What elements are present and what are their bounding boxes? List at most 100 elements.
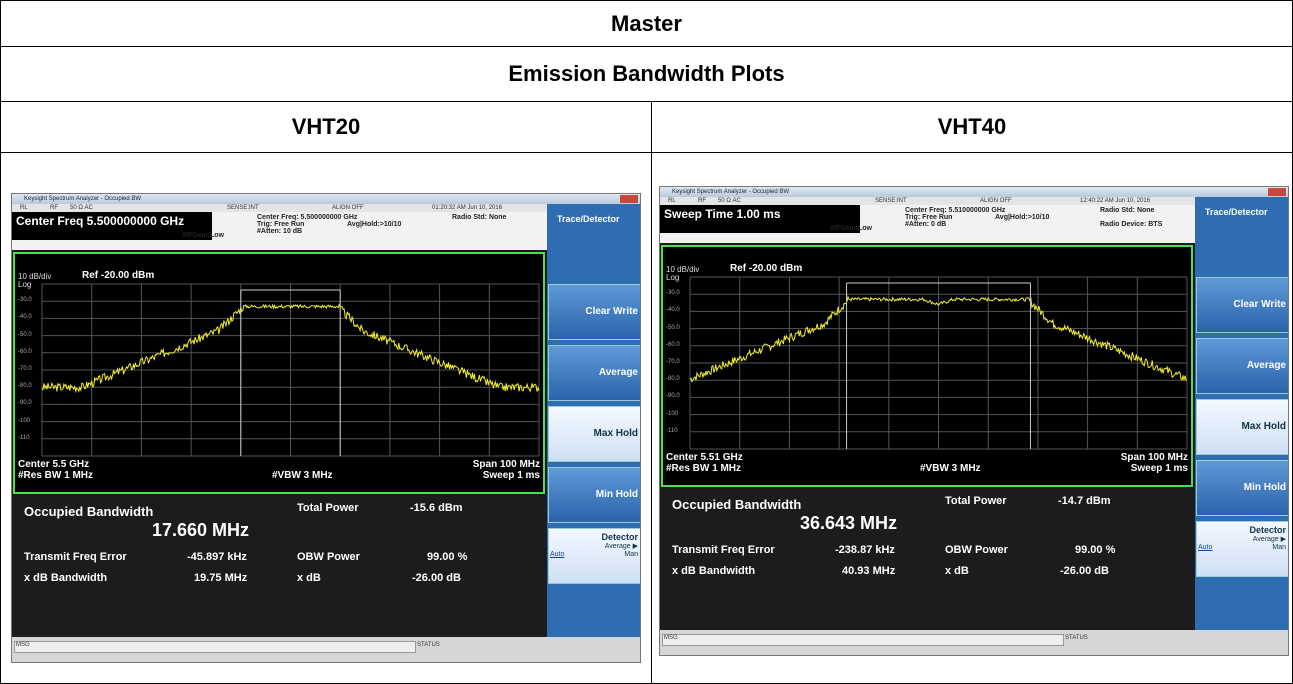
plot-log: Log <box>18 280 32 289</box>
result-value: -45.897 kHz <box>187 551 247 563</box>
menu-button <box>548 284 640 340</box>
menu-button <box>1196 338 1288 394</box>
plot-log: Log <box>666 273 680 282</box>
col-head: VHT40 <box>651 101 1293 153</box>
y-label: -70.0 <box>18 366 32 372</box>
footer-status: STATUS <box>1065 635 1088 641</box>
col-label: VHT20 <box>291 114 361 139</box>
col-head: VHT20 <box>0 101 652 153</box>
result-value: -15.6 dBm <box>410 502 463 514</box>
status-bar <box>660 197 1195 205</box>
y-label: -60.0 <box>666 341 680 348</box>
y-label: -80.0 <box>666 376 680 383</box>
y-label: -100 <box>666 410 679 417</box>
y-label: -110 <box>666 427 678 434</box>
result-value: 99.00 % <box>1075 544 1116 556</box>
menu-label: Average ▶ <box>604 543 638 550</box>
result-label: Total Power <box>945 495 1007 507</box>
result-value: 36.643 MHz <box>800 513 898 533</box>
info-text: Avg|Hold:>10/10 <box>347 221 402 228</box>
active-field <box>12 212 212 240</box>
footer-box <box>662 634 1064 646</box>
trace <box>41 303 540 394</box>
plot <box>689 276 1188 450</box>
status-item: ALIGN OFF <box>980 198 1012 204</box>
status-item: ALIGN OFF <box>332 205 364 211</box>
status-item: SENSE:INT <box>875 198 907 204</box>
status-item: SENSE:INT <box>227 205 259 211</box>
y-label: -30.0 <box>18 297 32 304</box>
info-text: #Atten: 0 dB <box>905 221 947 228</box>
result-label: OBW Power <box>297 551 360 563</box>
y-label: -60.0 <box>18 348 32 355</box>
result-label: x dB Bandwidth <box>672 565 756 577</box>
y-label: -70.0 <box>666 359 680 365</box>
info-text: Radio Std: None <box>1100 207 1155 214</box>
plot-scale: 10 dB/div <box>666 265 700 274</box>
active-field <box>660 205 860 233</box>
info-text: Trig: Free Run <box>905 214 953 221</box>
screenshot: Keysight Spectrum Analyzer - Occupied BW… <box>11 193 641 663</box>
footer-msg: MSG <box>16 642 30 648</box>
plot-frame <box>13 252 545 494</box>
window-bar <box>12 194 640 204</box>
menu-label: Auto <box>550 551 565 558</box>
info-text: #IFGain:Low <box>830 225 872 232</box>
status-item: RF <box>50 205 58 211</box>
status-bar <box>12 204 547 212</box>
menu-button-label: Clear Write <box>585 306 638 317</box>
plot-res-bw: #Res BW 1 MHz <box>18 470 94 481</box>
menu-button-label: Max Hold <box>1241 421 1286 432</box>
result-value: -26.00 dB <box>412 572 461 584</box>
info-text: Trig: Free Run <box>257 221 305 228</box>
window-title: Keysight Spectrum Analyzer - Occupied BW <box>672 189 790 195</box>
window-bar <box>660 187 1288 197</box>
menu-button <box>548 528 640 584</box>
title: Master <box>611 10 682 36</box>
plot-span: Span 100 MHz <box>472 459 540 470</box>
window-title: Keysight Spectrum Analyzer - Occupied BW <box>24 196 142 202</box>
menu-button <box>548 467 640 523</box>
result-label: Transmit Freq Error <box>24 551 127 563</box>
menu-button-label: Average <box>1246 360 1286 371</box>
y-label: -50.0 <box>666 324 680 331</box>
screenshot: Keysight Spectrum Analyzer - Occupied BW… <box>659 186 1289 656</box>
menu-label: Man <box>1272 544 1286 551</box>
menu-button-label: Clear Write <box>1233 299 1286 310</box>
info-text: Radio Device: BTS <box>1100 221 1163 228</box>
status-item: 50 Ω AC <box>718 198 741 204</box>
plot-vbw: #VBW 3 MHz <box>920 463 981 474</box>
info-text: #Atten: 10 dB <box>257 228 303 235</box>
status-item: 12:40:22 AM Jun 10, 2016 <box>1080 198 1151 204</box>
result-value: -238.87 kHz <box>835 544 895 556</box>
result-value: 99.00 % <box>427 551 468 563</box>
menu-title: Trace/Detector <box>1205 207 1268 217</box>
info-text: Center Freq: 5.500000000 GHz <box>257 214 358 221</box>
status-item: RL <box>20 205 28 211</box>
window-close <box>620 195 638 203</box>
y-label: -110 <box>18 434 30 441</box>
menu-button-label: Min Hold <box>1243 482 1286 493</box>
result-label: x dB <box>945 565 969 577</box>
plot-sweep: Sweep 1 ms <box>482 470 540 481</box>
result-value: -26.00 dB <box>1060 565 1109 577</box>
info-text: Center Freq: 5.510000000 GHz <box>905 207 1006 214</box>
status-item: RF <box>698 198 706 204</box>
y-label: -90.0 <box>18 400 32 407</box>
plot-center: Center 5.51 GHz <box>666 452 743 463</box>
window-close <box>1268 188 1286 196</box>
plot-center: Center 5.5 GHz <box>18 459 90 470</box>
footer-box <box>14 641 416 653</box>
menu-button-label: Average <box>598 367 638 378</box>
plot-frame <box>661 245 1193 487</box>
title-cell: Master <box>0 0 1293 47</box>
active-field-text: Center Freq 5.500000000 GHz <box>16 214 185 228</box>
result-value: 40.93 MHz <box>842 565 896 577</box>
plot-sweep: Sweep 1 ms <box>1130 463 1188 474</box>
y-label: -100 <box>18 417 31 424</box>
result-value: 19.75 MHz <box>194 572 248 584</box>
menu-label: Detector <box>601 532 638 542</box>
result-label: OBW Power <box>945 544 1008 556</box>
menu-button-label: Max Hold <box>593 428 638 439</box>
